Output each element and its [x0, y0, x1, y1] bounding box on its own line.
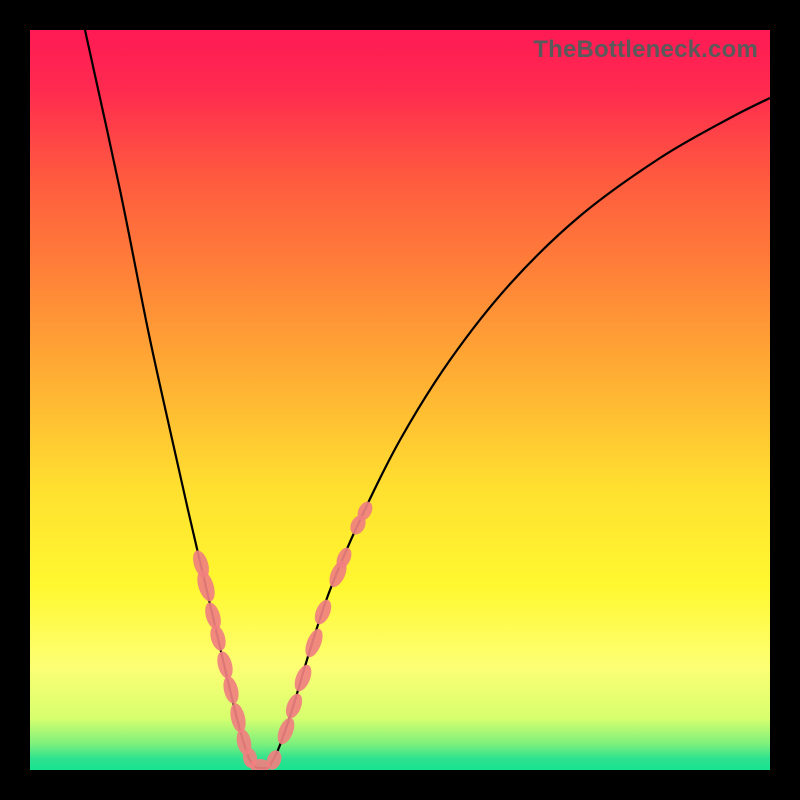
highlight-marker: [221, 675, 241, 706]
highlight-marker: [215, 650, 236, 681]
highlight-marker: [311, 597, 334, 626]
chart-frame: TheBottleneck.com: [0, 0, 800, 800]
curves-layer: [30, 30, 770, 770]
highlight-markers: [190, 499, 375, 770]
highlight-marker: [291, 662, 314, 693]
curve-left: [85, 30, 258, 768]
highlight-marker: [302, 626, 326, 659]
highlight-marker: [228, 702, 248, 734]
highlight-marker: [274, 715, 297, 746]
curve-right: [268, 98, 770, 768]
watermark-text: TheBottleneck.com: [533, 36, 758, 64]
highlight-marker: [194, 568, 218, 603]
highlight-marker: [208, 624, 229, 653]
highlight-marker: [283, 691, 306, 720]
plot-area: TheBottleneck.com: [30, 30, 770, 770]
